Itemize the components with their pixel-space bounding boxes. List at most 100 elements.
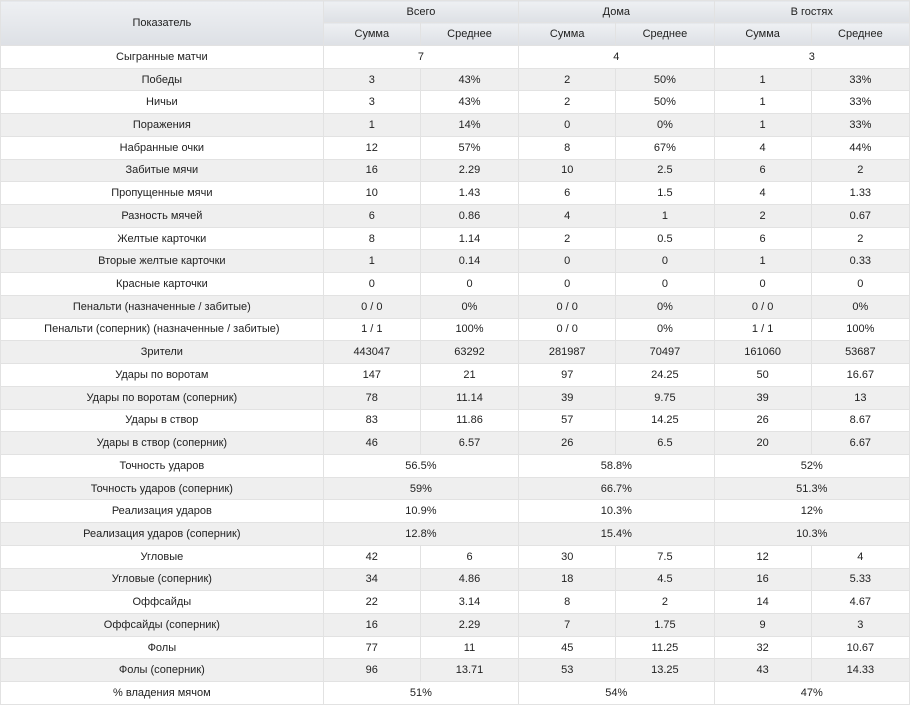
average-cell: 2 [615,590,715,614]
average-cell: 14.25 [615,408,715,433]
sum-cell: 16 [322,158,421,183]
table-row: Победы 3 43% 2 50% 1 33% [0,67,911,92]
merged-value-cell: 51% [322,681,520,705]
merged-value-cell: 12.8% [322,522,520,546]
row-label: Угловые [0,544,324,569]
row-label: Набранные очки [0,135,324,160]
sum-cell: 6 [713,226,812,251]
average-cell: 3.14 [419,590,520,614]
sum-cell: 97 [518,363,617,387]
table-row: Набранные очки 12 57% 8 67% 4 44% [0,135,911,160]
row-label: Реализация ударов (соперник) [0,522,324,546]
table-row: Сыгранные матчи 7 4 3 [0,45,911,69]
sum-cell: 7 [518,612,617,637]
row-label: Красные карточки [0,272,324,296]
merged-value-cell: 66.7% [518,476,715,501]
table-row: Удары по воротам 147 21 97 24.25 50 16.67 [0,363,911,387]
average-cell: 33% [810,90,911,115]
sum-cell: 4 [713,135,812,160]
average-cell: 1.5 [615,181,715,206]
sum-cell: 1 [713,113,812,137]
sum-cell: 0 / 0 [518,317,617,342]
average-cell: 0% [615,113,715,137]
table-row: Забитые мячи 16 2.29 10 2.5 6 2 [0,158,911,183]
sum-cell: 50 [713,363,812,387]
average-cell: 0.5 [615,226,715,251]
average-cell: 11.14 [419,385,520,410]
sum-cell: 10 [322,181,421,206]
table-row: % владения мячом 51% 54% 47% [0,681,911,705]
header-group-total: Всего [322,0,520,23]
row-label: Пенальти (соперник) (назначенные / забит… [0,317,324,342]
sum-cell: 4 [713,181,812,206]
sum-cell: 20 [713,431,812,455]
row-label: Точность ударов [0,453,324,478]
average-cell: 14.33 [810,658,911,683]
average-cell: 67% [615,135,715,160]
average-cell: 21 [419,363,520,387]
table-row: Желтые карточки 8 1.14 2 0.5 6 2 [0,226,911,251]
average-cell: 4.67 [810,590,911,614]
average-cell: 13.25 [615,658,715,683]
sum-cell: 57 [518,408,617,433]
sum-cell: 83 [322,408,421,433]
table-row: Вторые желтые карточки 1 0.14 0 0 1 0.33 [0,249,911,274]
average-cell: 1 [615,204,715,228]
table-row: Пропущенные мячи 10 1.43 6 1.5 4 1.33 [0,181,911,206]
average-cell: 53687 [810,340,911,365]
row-label: % владения мячом [0,681,324,705]
average-cell: 0.86 [419,204,520,228]
merged-value-cell: 56.5% [322,453,520,478]
row-label: Пропущенные мячи [0,181,324,206]
sum-cell: 16 [713,567,812,592]
average-cell: 0 [810,272,911,296]
sum-cell: 32 [713,635,812,660]
table-row: Поражения 1 14% 0 0% 1 33% [0,113,911,137]
sum-cell: 2 [713,204,812,228]
average-cell: 0% [615,317,715,342]
average-cell: 10.67 [810,635,911,660]
average-cell: 2.5 [615,158,715,183]
sum-cell: 46 [322,431,421,455]
sum-cell: 34 [322,567,421,592]
average-cell: 33% [810,113,911,137]
table-row: Угловые (соперник) 34 4.86 18 4.5 16 5.33 [0,567,911,592]
merged-value-cell: 47% [713,681,911,705]
row-label: Удары в створ (соперник) [0,431,324,455]
sum-cell: 12 [322,135,421,160]
merged-value-cell: 15.4% [518,522,715,546]
average-cell: 24.25 [615,363,715,387]
average-cell: 8.67 [810,408,911,433]
sum-cell: 281987 [518,340,617,365]
row-label: Удары по воротам (соперник) [0,385,324,410]
header-average: Среднее [810,22,911,46]
sum-cell: 443047 [322,340,421,365]
row-label: Поражения [0,113,324,137]
sum-cell: 53 [518,658,617,683]
merged-value-cell: 10.3% [713,522,911,546]
average-cell: 0% [615,294,715,319]
average-cell: 1.43 [419,181,520,206]
sum-cell: 18 [518,567,617,592]
table-row: Ничьи 3 43% 2 50% 1 33% [0,90,911,115]
average-cell: 1.33 [810,181,911,206]
average-cell: 0 [615,249,715,274]
table-row: Точность ударов 56.5% 58.8% 52% [0,453,911,478]
average-cell: 6.57 [419,431,520,455]
average-cell: 33% [810,67,911,92]
merged-value-cell: 10.3% [518,499,715,524]
average-cell: 0% [810,294,911,319]
average-cell: 0.14 [419,249,520,274]
average-cell: 9.75 [615,385,715,410]
average-cell: 6 [419,544,520,569]
table-row: Фолы 77 11 45 11.25 32 10.67 [0,635,911,660]
sum-cell: 39 [713,385,812,410]
sum-cell: 14 [713,590,812,614]
table-row: Реализация ударов 10.9% 10.3% 12% [0,499,911,524]
sum-cell: 22 [322,590,421,614]
row-label: Реализация ударов [0,499,324,524]
sum-cell: 26 [518,431,617,455]
sum-cell: 0 / 0 [713,294,812,319]
average-cell: 11 [419,635,520,660]
sum-cell: 0 [518,272,617,296]
